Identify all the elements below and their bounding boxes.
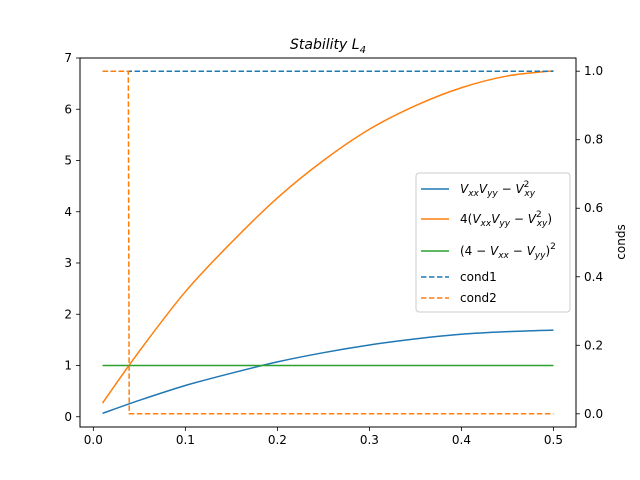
y-axis-right-label: conds — [614, 224, 628, 259]
chart-title: Stability L4 — [290, 37, 366, 56]
chart-title-subscript: 4 — [360, 45, 366, 56]
y-left-tick-label: 5 — [64, 154, 72, 168]
series-line-2 — [101, 70, 554, 404]
y-left-tick-label: 4 — [64, 205, 72, 219]
series-line-5 — [102, 70, 554, 415]
legend: VxxVyy − V2 xy 4(VxxVyy − V2 xy) (4 − Vxx … — [415, 172, 571, 313]
legend-label-series-2: 4(VxxVyy − V2 xy) — [460, 210, 552, 229]
y-left-tick-label: 7 — [64, 51, 72, 65]
y-right-tick-label: 0.2 — [584, 338, 603, 352]
x-tick-label: 0.4 — [452, 433, 471, 447]
y-left-tick-label: 1 — [64, 359, 72, 373]
y-left-tick-label: 0 — [64, 410, 72, 424]
plot-frame — [79, 57, 577, 428]
series-line-1 — [102, 329, 554, 415]
x-tick-label: 0.5 — [544, 433, 563, 447]
chart-title-main: Stability L — [290, 37, 360, 53]
y-left-tick-label: 6 — [64, 102, 72, 116]
legend-label-series-3: (4 − Vxx − Vyy)2 — [460, 242, 556, 261]
legend-label-cond1: cond1 — [460, 270, 497, 284]
x-tick-label: 0.0 — [84, 433, 103, 447]
x-axis: 0.0 0.1 0.2 0.3 0.4 0.5 — [84, 427, 563, 447]
x-tick-label: 0.2 — [268, 433, 287, 447]
y-right-tick-label: 0.8 — [584, 133, 603, 147]
series-layer — [101, 70, 554, 415]
legend-label-cond2: cond2 — [460, 291, 497, 305]
legend-frame — [415, 172, 571, 313]
y-right-tick-label: 0.0 — [584, 407, 603, 421]
y-right-tick-label: 0.4 — [584, 270, 603, 284]
x-tick-label: 0.3 — [360, 433, 379, 447]
y-left-tick-label: 2 — [64, 307, 72, 321]
legend-label-series-1: VxxVyy − V2 xy — [460, 180, 536, 199]
x-tick-label: 0.1 — [176, 433, 195, 447]
y-right-tick-label: 0.6 — [584, 201, 603, 215]
y-axis-right: 0.0 0.2 0.4 0.6 0.8 1.0 — [576, 64, 603, 421]
y-right-tick-label: 1.0 — [584, 64, 603, 78]
y-axis-left: 0 1 2 3 4 5 6 7 — [64, 51, 80, 424]
y-left-tick-label: 3 — [64, 256, 72, 270]
